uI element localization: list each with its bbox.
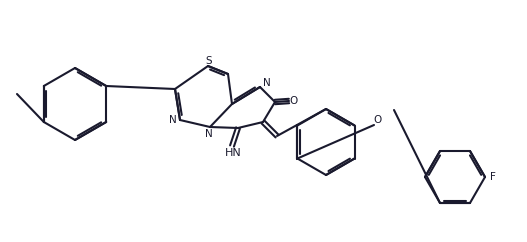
Text: F: F (490, 172, 496, 182)
Text: N: N (263, 78, 271, 88)
Text: O: O (373, 115, 381, 125)
Text: N: N (205, 129, 213, 139)
Text: S: S (206, 56, 212, 66)
Text: HN: HN (225, 148, 241, 158)
Text: O: O (290, 96, 298, 106)
Text: N: N (169, 115, 177, 125)
